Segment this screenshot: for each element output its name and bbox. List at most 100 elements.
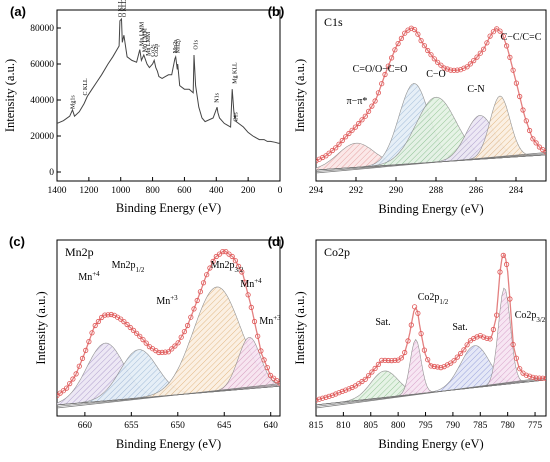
data-point — [471, 57, 477, 64]
data-point — [60, 388, 67, 394]
data-point — [333, 391, 339, 397]
data-point — [365, 372, 372, 379]
data-point — [76, 363, 82, 369]
data-point — [510, 341, 516, 348]
panel-title: Co2p — [324, 245, 350, 259]
plot-area — [316, 252, 546, 409]
data-point — [536, 375, 543, 381]
data-point — [239, 269, 245, 275]
data-point — [379, 357, 385, 363]
data-point — [210, 258, 216, 264]
data-point — [261, 357, 267, 363]
data-point — [530, 374, 536, 380]
survey-peak-label: O KLL — [118, 0, 124, 17]
x-axis-label: Binding Energy (eV) — [116, 201, 221, 215]
data-point — [127, 324, 133, 331]
data-point — [408, 322, 414, 328]
data-point — [156, 349, 162, 356]
x-tick-label: 286 — [469, 186, 484, 196]
data-point — [336, 390, 342, 396]
x-tick-label: 600 — [177, 186, 192, 196]
data-point — [194, 297, 200, 304]
data-point — [454, 67, 460, 73]
data-point — [395, 40, 401, 47]
data-point — [232, 258, 238, 264]
x-tick-label: 660 — [78, 421, 93, 431]
data-point — [95, 318, 102, 325]
data-point — [258, 348, 264, 354]
data-point — [229, 253, 235, 260]
data-point — [520, 107, 526, 113]
data-point — [342, 387, 349, 393]
panel-label-d: (d) — [268, 234, 285, 249]
data-point — [223, 249, 229, 255]
data-point — [484, 335, 490, 341]
data-point — [356, 120, 362, 127]
data-point — [274, 377, 280, 384]
data-point — [375, 361, 381, 367]
data-point — [487, 336, 493, 342]
x-tick-label: 200 — [241, 186, 256, 196]
data-point — [349, 127, 355, 133]
survey-peak-label: O KLL — [122, 0, 128, 17]
data-point — [415, 310, 421, 316]
data-point — [89, 330, 95, 336]
data-point — [421, 43, 427, 49]
x-tick-label: 815 — [309, 421, 324, 431]
data-point — [346, 130, 352, 137]
data-point — [369, 103, 375, 109]
data-point — [352, 124, 358, 130]
data-point — [124, 321, 130, 328]
x-tick-label: 645 — [217, 421, 232, 431]
data-point — [216, 251, 223, 257]
survey-peak-label: Co2s — [151, 44, 157, 57]
data-point — [434, 364, 441, 370]
data-point — [316, 396, 322, 402]
data-point — [323, 394, 329, 400]
data-point — [86, 338, 92, 345]
panel-title: Mn2p — [65, 245, 94, 259]
data-point — [480, 46, 487, 52]
data-point — [388, 55, 395, 61]
data-point — [362, 113, 368, 119]
data-point — [372, 365, 378, 371]
data-point — [500, 33, 506, 39]
data-point — [181, 328, 187, 335]
data-point — [411, 304, 418, 310]
data-point — [418, 330, 424, 337]
data-point — [197, 289, 203, 295]
data-point — [438, 364, 444, 371]
data-point — [523, 372, 529, 378]
peak-annotation: Mn+3 — [156, 294, 178, 307]
data-point — [134, 330, 140, 336]
data-point — [67, 380, 73, 387]
peak-annotation: Co2p1/2 — [418, 292, 449, 306]
data-point — [431, 363, 437, 370]
data-point — [418, 37, 424, 44]
data-point — [188, 314, 194, 320]
data-point — [484, 40, 490, 46]
data-point — [536, 144, 543, 150]
data-point — [434, 59, 441, 65]
data-point — [255, 333, 261, 339]
y-tick-label: 60000 — [30, 60, 54, 70]
x-tick-label: 292 — [349, 186, 364, 196]
data-point — [405, 338, 411, 344]
x-tick-label: 294 — [309, 186, 324, 196]
x-tick-label: 800 — [391, 421, 406, 431]
data-point — [333, 145, 339, 151]
data-point — [73, 371, 79, 377]
panel-c: (c) Mn2p 660 655 650 645 640 Binding Energy (eV… — [9, 234, 281, 451]
data-point — [503, 43, 510, 49]
peak-annotation: Mn2p3/2 — [211, 260, 244, 274]
data-point — [392, 357, 398, 363]
data-point — [494, 312, 500, 318]
x-tick-label: 800 — [145, 186, 160, 196]
data-point — [175, 340, 181, 346]
data-point — [497, 28, 503, 34]
data-point — [220, 249, 226, 255]
y-tick-label: 20000 — [30, 132, 54, 142]
data-point — [369, 369, 375, 375]
data-point — [207, 265, 213, 271]
peak-annotation: C−O — [426, 69, 446, 80]
